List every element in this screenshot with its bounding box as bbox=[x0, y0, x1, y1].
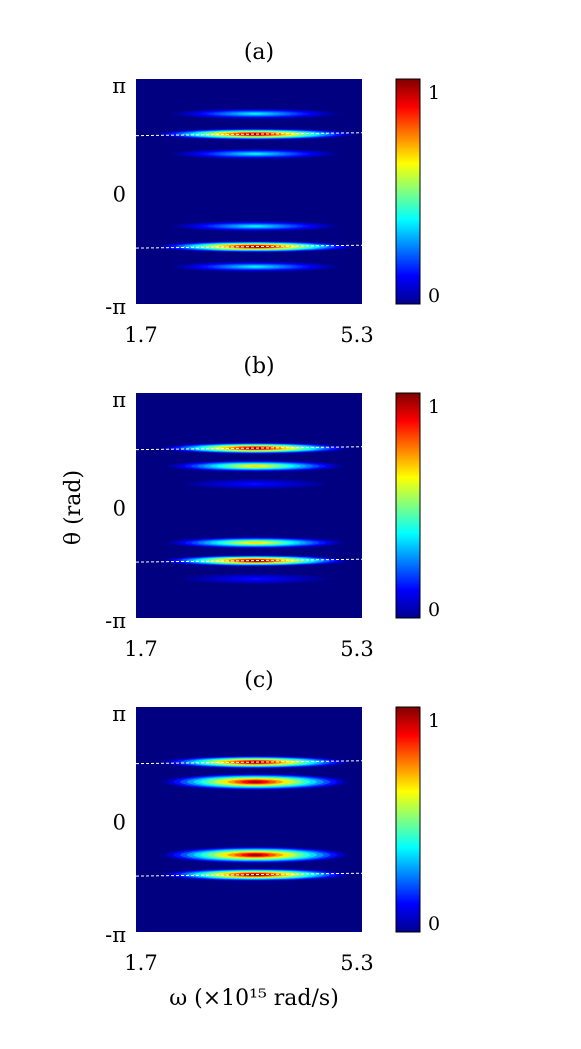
dashed-line bbox=[136, 244, 362, 249]
x-tick-label: 1.7 bbox=[124, 637, 157, 661]
heatmap-band bbox=[171, 108, 339, 119]
panel-title: (c) bbox=[244, 668, 274, 693]
panel-a: (a) π 0 -π 1.7 5.3 1 0 bbox=[105, 40, 440, 347]
heatmap-band bbox=[153, 240, 357, 253]
x-tick-label: 5.3 bbox=[340, 951, 373, 975]
colorbar bbox=[395, 706, 421, 933]
colorbar-tick-label: 0 bbox=[428, 913, 440, 935]
heatmap-band bbox=[171, 261, 339, 272]
heatmap-band bbox=[159, 442, 351, 455]
x-tick-label: 1.7 bbox=[124, 323, 157, 347]
band-contour bbox=[248, 153, 262, 155]
heatmap-band bbox=[183, 478, 327, 490]
band-contour bbox=[247, 245, 264, 248]
dashed-line bbox=[136, 558, 362, 563]
heatmap-band bbox=[153, 128, 357, 141]
colorbar-tick-label: 0 bbox=[428, 599, 440, 621]
dashed-line bbox=[136, 132, 362, 137]
band-contour bbox=[248, 541, 263, 544]
heatmap-marks bbox=[136, 108, 362, 272]
panels: (a) π 0 -π 1.7 5.3 1 0 (b) π 0 -π 1.7 5.3 1 0 θ (rad) (c)… bbox=[61, 40, 440, 1011]
colorbar-tick-label: 1 bbox=[428, 396, 440, 418]
colorbar-tick-label: 1 bbox=[428, 82, 440, 104]
heatmap-marks bbox=[136, 755, 362, 882]
panel-c: (c) π 0 -π 1.7 5.3 1 0 ω (×10¹⁵ rad/s) bbox=[105, 668, 440, 1011]
y-tick-label: 0 bbox=[113, 183, 126, 207]
plot-area bbox=[136, 393, 362, 618]
colorbar-tick-label: 0 bbox=[428, 285, 440, 307]
panel-title: (a) bbox=[244, 40, 274, 65]
x-axis-label: ω (×10¹⁵ rad/s) bbox=[169, 986, 339, 1011]
heatmap-band bbox=[165, 536, 345, 549]
band-contour bbox=[247, 133, 264, 135]
x-tick-label: 1.7 bbox=[124, 951, 157, 975]
y-tick-label: -π bbox=[105, 923, 126, 947]
band-contour bbox=[248, 113, 262, 115]
y-tick-label: π bbox=[112, 702, 126, 726]
x-tick-label: 5.3 bbox=[340, 323, 373, 347]
panel-b: (b) π 0 -π 1.7 5.3 1 0 θ (rad) bbox=[61, 354, 440, 661]
band-contour bbox=[247, 873, 263, 876]
heatmap-band bbox=[159, 868, 351, 882]
heatmap-band bbox=[159, 846, 351, 864]
band-contour bbox=[247, 761, 263, 764]
y-tick-label: -π bbox=[105, 295, 126, 319]
dashed-line bbox=[136, 446, 362, 451]
band-contour bbox=[247, 559, 263, 562]
band-contour bbox=[248, 266, 262, 268]
plot-area bbox=[136, 707, 362, 932]
band-contour bbox=[248, 465, 263, 467]
y-tick-label: -π bbox=[105, 609, 126, 633]
heatmap-band bbox=[183, 573, 327, 585]
heatmap-band bbox=[159, 554, 351, 567]
y-tick-label: π bbox=[112, 388, 126, 412]
y-tick-label: 0 bbox=[113, 497, 126, 521]
colorbar bbox=[395, 78, 421, 305]
band-contour bbox=[248, 225, 262, 227]
band-contour bbox=[249, 578, 261, 580]
x-tick-label: 5.3 bbox=[340, 637, 373, 661]
heatmap-marks bbox=[136, 442, 362, 585]
colorbar bbox=[395, 392, 421, 619]
band-contour bbox=[247, 853, 263, 857]
colorbar-tick-label: 1 bbox=[428, 710, 440, 732]
y-tick-label: 0 bbox=[113, 811, 126, 835]
band-contour bbox=[247, 447, 263, 449]
dashed-line bbox=[136, 760, 362, 765]
y-tick-label: π bbox=[112, 74, 126, 98]
band-contour bbox=[247, 780, 263, 783]
heatmap-band bbox=[165, 460, 345, 472]
heatmap-band bbox=[159, 773, 351, 791]
dashed-line bbox=[136, 872, 362, 877]
band-contour bbox=[249, 483, 261, 485]
heatmap-band bbox=[159, 755, 351, 769]
panel-title: (b) bbox=[243, 354, 274, 379]
heatmap-band bbox=[171, 148, 339, 160]
y-axis-label: θ (rad) bbox=[61, 470, 86, 545]
heatmap-band bbox=[171, 221, 339, 232]
